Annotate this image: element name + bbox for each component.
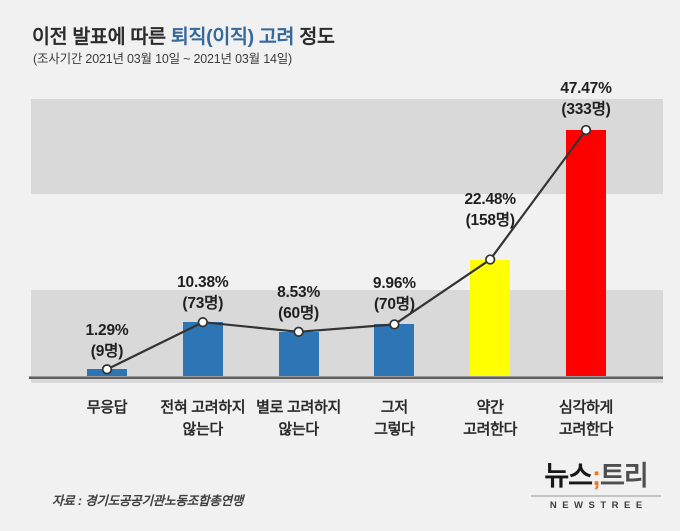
category-label-line: 심각하게 (558, 399, 613, 416)
bar-2 (182, 322, 223, 376)
survey-period-subtitle: (조사기간 2021년 03월 10일 ~ 2021년 03월 14일) (33, 52, 292, 66)
percent-label: 47.47% (560, 80, 612, 98)
count-label: (333명) (561, 101, 611, 119)
category-label-1: 무응답 (32, 397, 182, 419)
value-label-1: 1.29% (9명) (32, 320, 182, 362)
percent-label: 22.48% (464, 190, 517, 208)
logo-korean-wordmark: 뉴스;트리 (531, 461, 661, 491)
category-label-line: 약간 (476, 399, 504, 416)
count-label: (9명) (90, 343, 124, 361)
count-label: (158명) (465, 211, 515, 229)
title-highlight: 퇴직(이직) 고려 (170, 26, 295, 48)
value-label-4: 9.96% (70명) (319, 273, 469, 315)
category-label-line: 별로 고려하지 (256, 399, 342, 416)
logo-divider-line (531, 495, 661, 497)
title-suffix: 정도 (294, 26, 335, 48)
logo-text-tree: 트리 (600, 461, 649, 491)
category-label-line: 고려한다 (558, 420, 613, 438)
value-label-6: 47.47% (333명) (511, 78, 661, 120)
percent-label: 1.29% (85, 322, 129, 340)
source-credit: 자료 : 경기도공공기관노동조합총연맹 (52, 494, 244, 508)
bar-1 (87, 369, 127, 376)
title-prefix: 이전 발표에 따른 (32, 26, 171, 48)
logo-english-wordmark: NEWSTREE (549, 499, 648, 511)
category-label-line: 않는다 (278, 420, 319, 438)
bar-3 (278, 331, 319, 376)
page-title: 이전 발표에 따른 퇴직(이직) 고려 정도 (32, 20, 335, 49)
bar-6 (566, 130, 606, 376)
percent-label: 9.96% (372, 275, 416, 293)
newstree-logo: 뉴스;트리 NEWSTREE (531, 461, 661, 511)
category-label-line: 무응답 (86, 399, 128, 416)
category-label-line: 고려한다 (463, 420, 518, 438)
bar-4 (374, 324, 415, 376)
value-label-5: 22.48% (158명) (415, 189, 565, 231)
category-label-line: 그저 (380, 399, 408, 416)
category-label-line: 그렇다 (374, 420, 415, 438)
category-label-line: 전혀 고려하지 (160, 399, 246, 416)
x-axis-line (29, 376, 663, 380)
category-label-line: 않는다 (182, 420, 224, 438)
count-label: (70명) (373, 296, 415, 314)
logo-semicolon-accent: ; (592, 461, 601, 491)
logo-text-news: 뉴스 (544, 461, 593, 491)
bar-5 (470, 259, 511, 376)
